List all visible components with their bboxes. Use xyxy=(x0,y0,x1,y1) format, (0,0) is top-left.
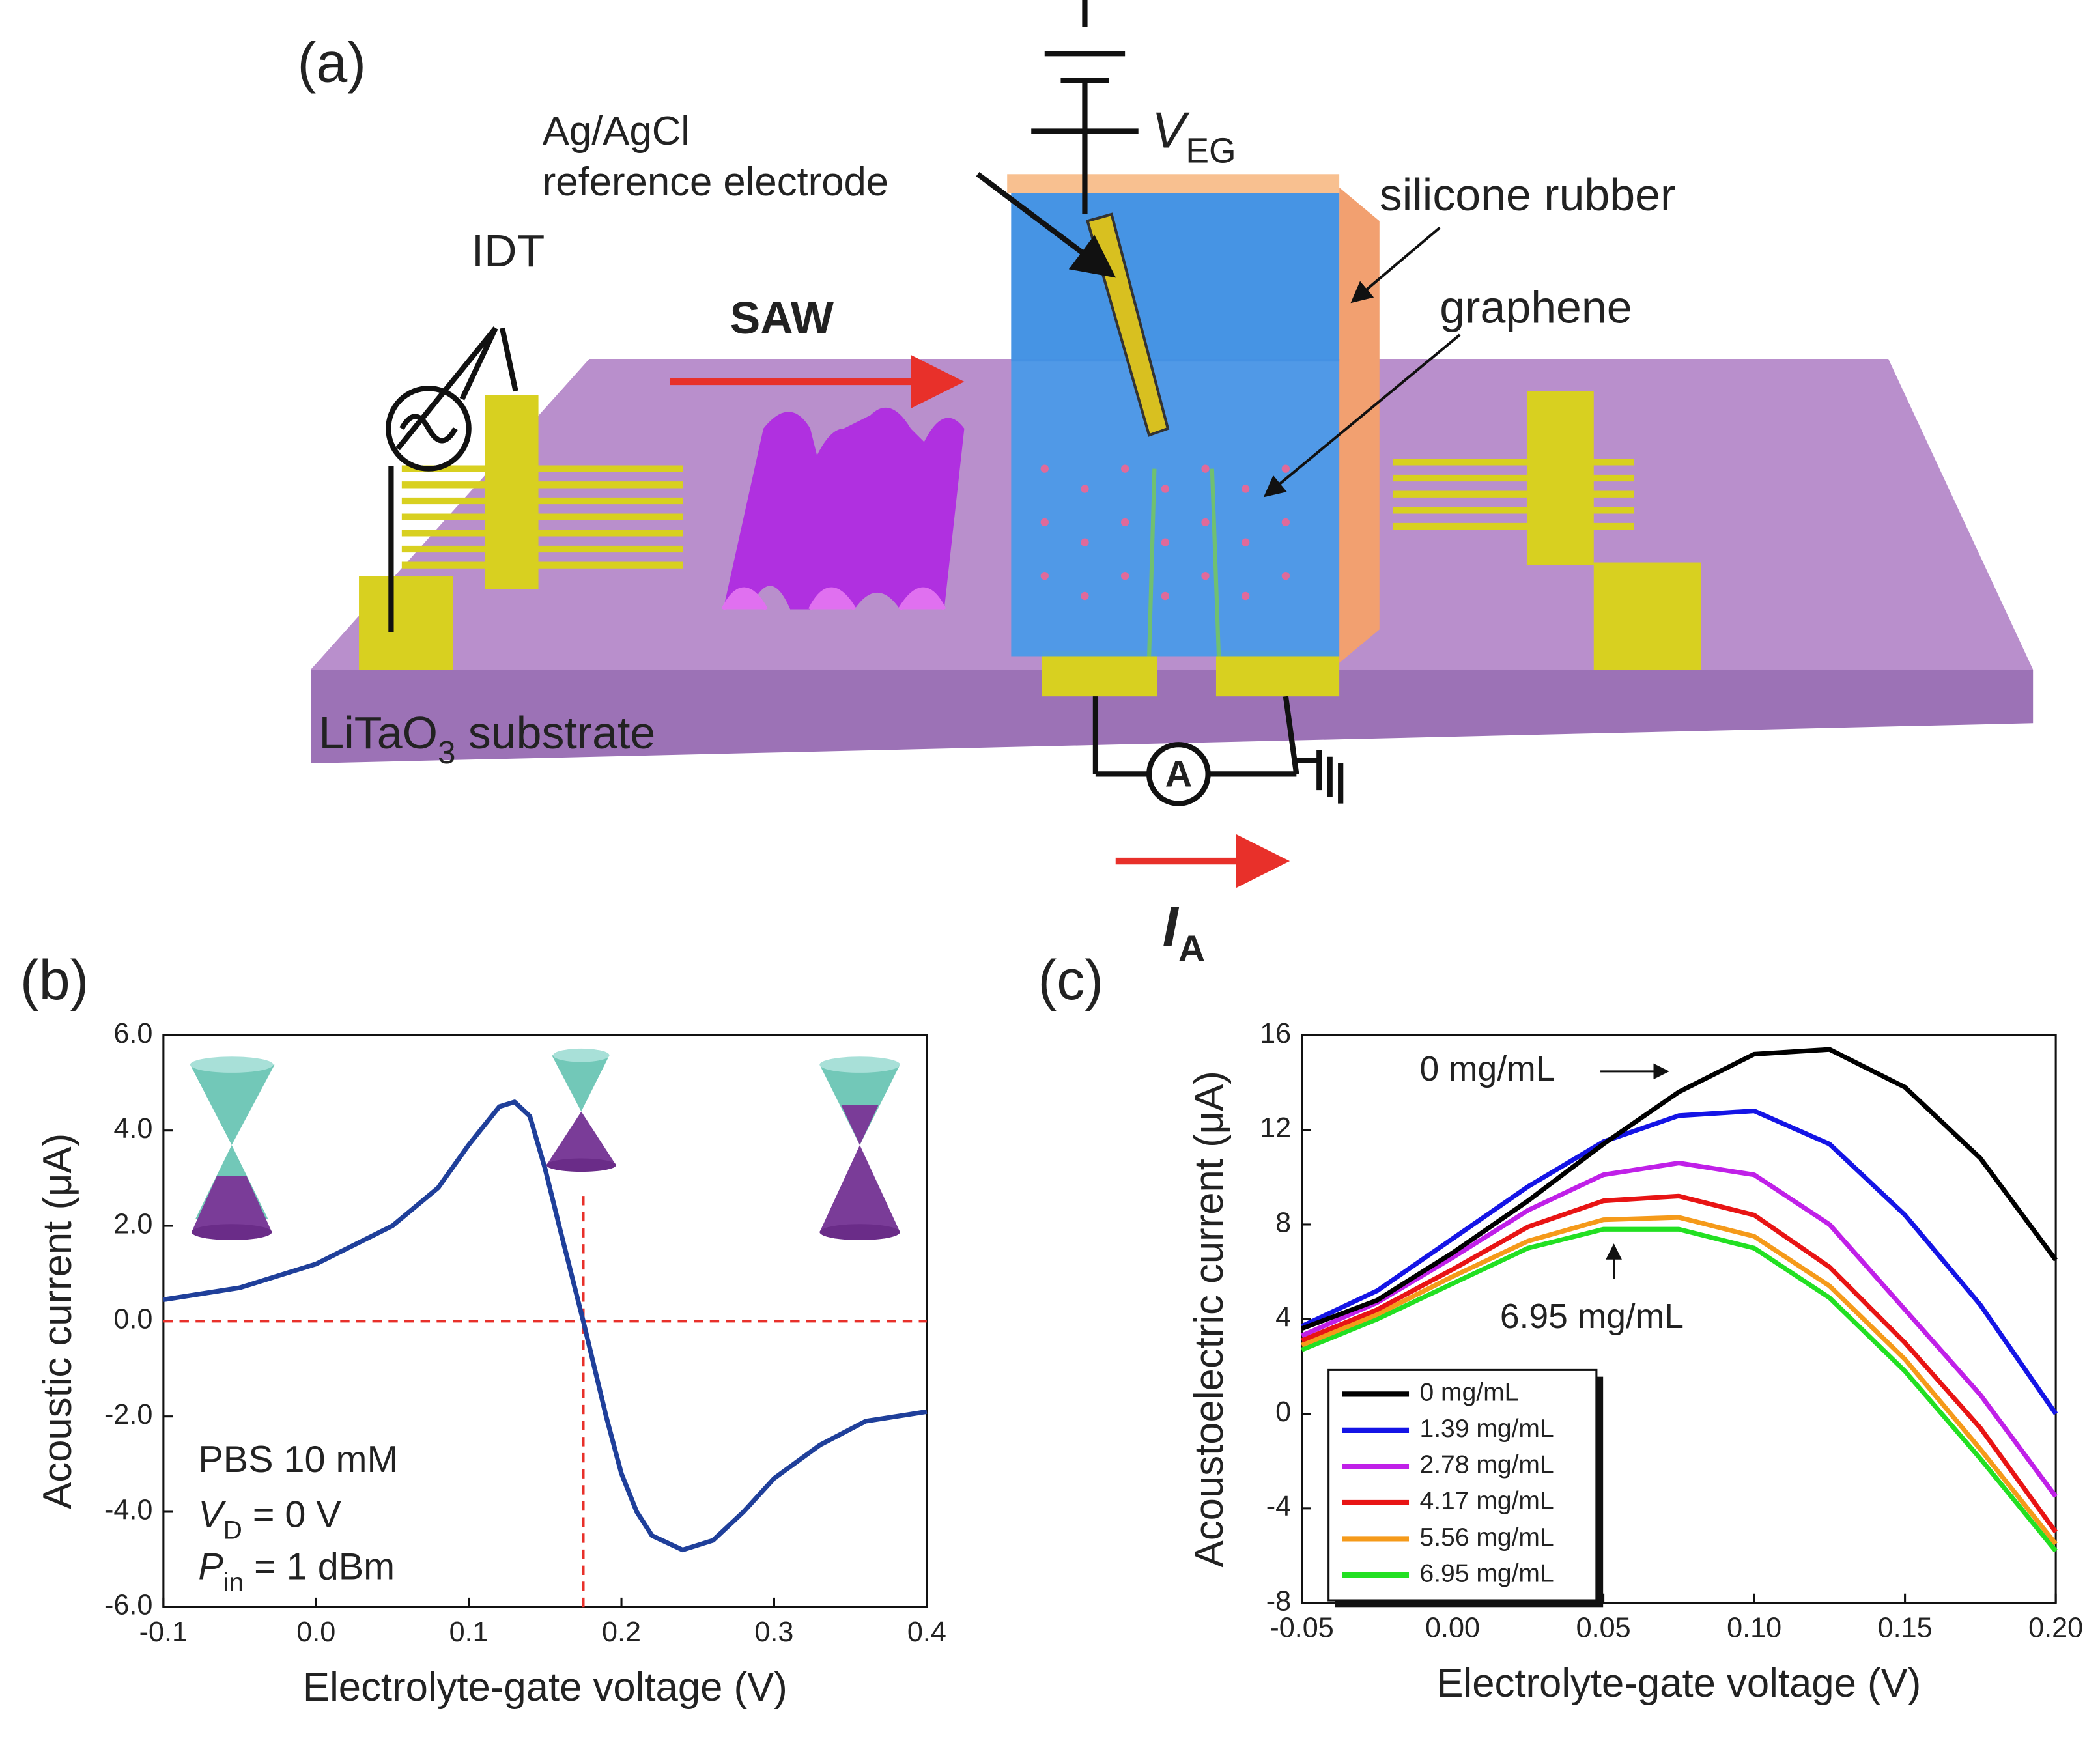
y-tick-label: 4.0 xyxy=(113,1113,152,1144)
y-tick-label: 2.0 xyxy=(113,1208,152,1240)
legend-label: 1.39 mg/mL xyxy=(1419,1415,1554,1443)
annotation: Pin = 1 dBm xyxy=(198,1546,395,1597)
annotation: 6.95 mg/mL xyxy=(1500,1297,1684,1336)
data-line xyxy=(1301,1193,2058,1534)
substrate-label: LiTaO3 substrate xyxy=(319,707,655,770)
electrode-label: reference electrode xyxy=(543,160,888,205)
y-tick-label: 8 xyxy=(1275,1207,1291,1238)
label-part: A xyxy=(1178,928,1206,970)
panel-label: (c) xyxy=(1038,949,1103,1012)
current-label: IA xyxy=(1163,896,1206,970)
device-drawing xyxy=(311,0,2034,888)
x-tick-label: 0.05 xyxy=(1576,1613,1631,1644)
diagram-labels: (a) Ag/AgCl reference electrode VEG sili… xyxy=(297,32,1675,971)
y-axis-label: Acoustoelectric current (μA) xyxy=(1187,1071,1232,1567)
saw-label: SAW xyxy=(730,292,834,343)
y-tick-label: -2.0 xyxy=(104,1399,152,1430)
legend-label: 2.78 mg/mL xyxy=(1419,1451,1554,1479)
legend-label: 6.95 mg/mL xyxy=(1419,1559,1554,1587)
data-line xyxy=(163,1099,928,1553)
x-tick-label: 0.20 xyxy=(2028,1613,2083,1644)
annotation-part: = 1 dBm xyxy=(244,1546,395,1588)
rubber-label: silicone rubber xyxy=(1380,169,1676,220)
y-tick-label: 12 xyxy=(1260,1112,1291,1144)
charts: (b) -0.1 0.0 0.1 0.2 0.3 0.4 -6.0 -4.0 -2.0 0.0 2.0… xyxy=(20,949,2083,1710)
y-tick-label: 6.0 xyxy=(113,1018,152,1049)
x-tick-label: 0.2 xyxy=(602,1617,641,1648)
y-tick-label: 4 xyxy=(1275,1302,1291,1333)
data-line xyxy=(1301,1160,2058,1498)
annotation: 0 mg/mL xyxy=(1419,1050,1555,1088)
label-part: EG xyxy=(1185,132,1236,170)
label-part: substrate xyxy=(455,707,655,758)
x-tick-label: 0.3 xyxy=(754,1617,793,1648)
legend-label: 5.56 mg/mL xyxy=(1419,1523,1554,1552)
data-line xyxy=(1301,1108,2058,1415)
data-line xyxy=(1301,1226,2058,1553)
legend-box xyxy=(1327,1368,1598,1602)
data-line xyxy=(1301,1047,2058,1331)
y-axis-label: Acoustic current (μA) xyxy=(35,1133,80,1509)
graphene-label: graphene xyxy=(1440,281,1632,332)
annotation-part: V xyxy=(198,1494,226,1536)
x-axis-label: Electrolyte-gate voltage (V) xyxy=(1436,1661,1921,1706)
y-tick-label: -6.0 xyxy=(104,1590,152,1621)
label-part: LiTaO xyxy=(319,707,438,758)
annotation: PBS 10 mM xyxy=(198,1439,398,1481)
label-part: I xyxy=(1163,896,1180,958)
x-tick-label: 0.1 xyxy=(449,1617,489,1648)
x-tick-label: -0.1 xyxy=(139,1617,188,1648)
label-part: V xyxy=(1152,101,1190,158)
legend-label: 0 mg/mL xyxy=(1419,1379,1518,1407)
legend-label: 4.17 mg/mL xyxy=(1419,1487,1554,1515)
y-tick-label: 0.0 xyxy=(113,1304,152,1335)
label-part: 3 xyxy=(438,734,455,770)
annotation-part: P xyxy=(198,1546,223,1588)
x-tick-label: 0.10 xyxy=(1727,1613,1781,1644)
annotation-part: in xyxy=(223,1568,244,1597)
y-tick-label: 0 xyxy=(1275,1396,1291,1428)
panel-label: (a) xyxy=(297,32,366,94)
x-tick-label: 0.0 xyxy=(296,1617,335,1648)
y-tick-label: 16 xyxy=(1260,1018,1291,1049)
x-tick-label: 0.15 xyxy=(1878,1613,1933,1644)
voltage-label: VEG xyxy=(1152,101,1236,170)
annotation-part: PBS 10 mM xyxy=(198,1439,398,1481)
x-tick-label: 0.4 xyxy=(907,1617,946,1648)
data-line xyxy=(1301,1215,2058,1546)
annotation-part: 0 mg/mL xyxy=(1419,1050,1555,1088)
annotation-part: D xyxy=(223,1516,242,1545)
idt-label: IDT xyxy=(472,225,545,276)
annotation: VD = 0 V xyxy=(198,1494,341,1545)
x-tick-label: -0.05 xyxy=(1270,1613,1333,1644)
annotation-part: = 0 V xyxy=(242,1494,342,1536)
x-axis-label: Electrolyte-gate voltage (V) xyxy=(303,1665,788,1710)
y-tick-label: -4.0 xyxy=(104,1494,152,1525)
panel-label: (b) xyxy=(20,949,89,1012)
ammeter-label: A xyxy=(1165,754,1193,795)
x-tick-label: 0.00 xyxy=(1425,1613,1480,1644)
y-tick-label: -8 xyxy=(1266,1586,1291,1617)
electrode-label: Ag/AgCl xyxy=(543,109,690,154)
annotation-part: 6.95 mg/mL xyxy=(1500,1297,1684,1336)
y-tick-label: -4 xyxy=(1266,1491,1291,1522)
dirac-cone-icons xyxy=(190,1048,900,1240)
